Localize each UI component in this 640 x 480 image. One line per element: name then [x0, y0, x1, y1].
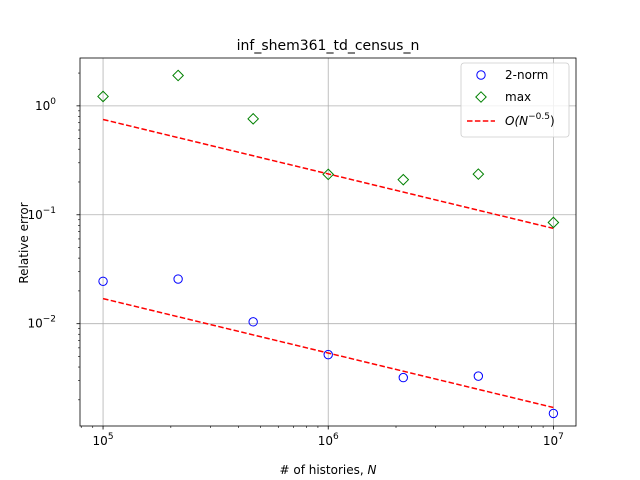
- legend-label-reference: O(N−0.5): [505, 112, 555, 128]
- legend-label-suffix: ): [550, 114, 555, 128]
- y-tick-label-exponent: −1: [43, 206, 56, 216]
- reference-lines: [102, 118, 554, 409]
- legend-label-2-norm: 2-norm: [505, 68, 548, 82]
- x-tick-label: 105: [93, 432, 114, 448]
- max-point: [547, 216, 560, 229]
- x-tick-label-exponent: 7: [558, 432, 564, 442]
- legend-box: [460, 62, 570, 138]
- 2-norm-point: [173, 274, 183, 284]
- legend-label-prefix: O(N: [505, 114, 528, 128]
- 2-norm-point: [548, 408, 559, 419]
- 2-norm-point: [398, 372, 408, 383]
- max-point: [397, 173, 410, 186]
- reference-line-1: [102, 297, 554, 409]
- legend-swatch-max: [475, 91, 487, 103]
- 2-norm-point: [473, 371, 484, 381]
- x-tick-label: 106: [318, 432, 339, 448]
- reference-line-2: [102, 118, 554, 230]
- x-axis-label: # of histories, N: [279, 463, 376, 477]
- x-tick-label-base: 10: [318, 434, 333, 448]
- legend-swatch-2-norm: [476, 70, 486, 80]
- y-tick-label-base: 10: [35, 99, 50, 113]
- legend-label-max: max: [505, 90, 531, 104]
- x-axis-label-text: # of histories,: [279, 463, 367, 477]
- y-tick-label-exponent: −2: [43, 315, 56, 325]
- x-tick-label-exponent: 5: [108, 432, 114, 442]
- y-tick-label: 100: [35, 97, 56, 113]
- data-points: [97, 69, 560, 419]
- x-tick-label-exponent: 6: [333, 432, 339, 442]
- x-tick-label-base: 10: [543, 434, 558, 448]
- x-tick-label: 107: [543, 432, 564, 448]
- y-axis-label: Relative error: [17, 202, 31, 283]
- y-tick-label: 10−1: [27, 206, 56, 222]
- x-axis-label-variable: N: [368, 463, 377, 477]
- max-point: [472, 168, 485, 181]
- 2-norm-point: [248, 317, 258, 327]
- max-point: [172, 69, 185, 82]
- y-tick-label: 10−2: [27, 315, 56, 331]
- max-point: [322, 168, 335, 181]
- legend: 2-norm max O(N−0.5): [460, 62, 570, 138]
- y-tick-label-base: 10: [27, 317, 42, 331]
- max-point: [97, 90, 109, 103]
- max-point: [247, 112, 260, 125]
- y-tick-label-base: 10: [27, 208, 42, 222]
- chart-title: inf_shem361_td_census_n: [237, 38, 420, 54]
- 2-norm-point: [323, 349, 333, 360]
- 2-norm-point: [98, 276, 108, 287]
- legend-label-exponent: −0.5: [528, 112, 550, 122]
- y-tick-label-exponent: 0: [50, 97, 56, 107]
- x-tick-label-base: 10: [93, 434, 108, 448]
